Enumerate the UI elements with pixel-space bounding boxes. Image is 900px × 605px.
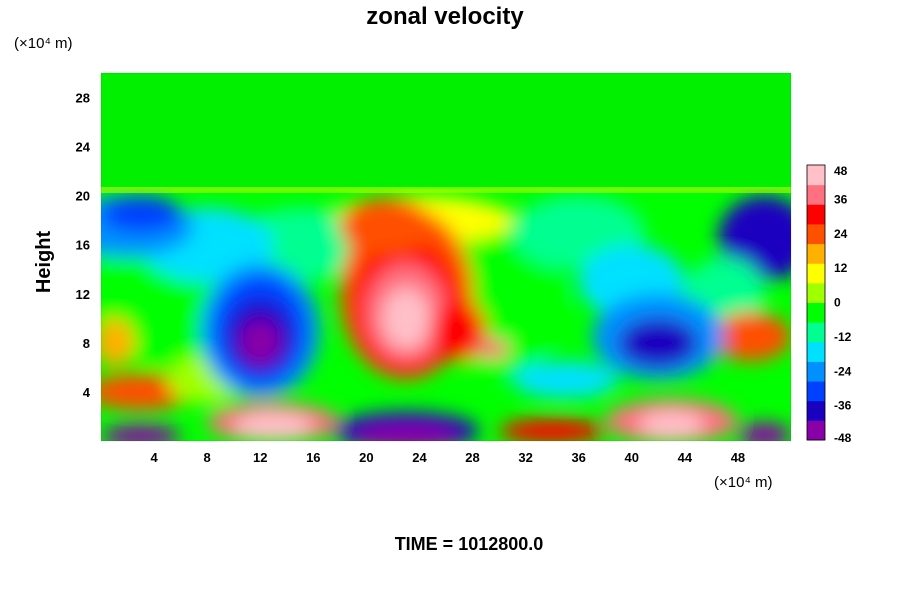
heat-region — [638, 410, 705, 440]
colorbar-tick-label: 24 — [834, 227, 848, 241]
x-tick-label: 44 — [678, 450, 693, 465]
x-axis-ticks: 4 8 12 16 20 24 28 32 36 40 44 48 — [150, 450, 745, 465]
x-unit-label: (×10⁴ m) — [714, 474, 773, 491]
upper-layer — [101, 73, 791, 189]
heat-region — [101, 318, 135, 368]
heat-region — [101, 425, 181, 441]
x-tick-label: 32 — [518, 450, 532, 465]
colorbar-swatch — [807, 400, 825, 421]
colorbar-swatch — [807, 184, 825, 205]
y-tick-label: 4 — [83, 385, 91, 400]
y-axis-ticks: 4 8 12 16 20 24 28 — [76, 91, 91, 400]
chart-title: zonal velocity — [366, 3, 524, 30]
heat-region — [737, 422, 791, 441]
colorbar-swatch — [807, 341, 825, 362]
colorbar-tick-label: 48 — [834, 164, 848, 178]
y-tick-label: 12 — [76, 287, 90, 302]
time-label: TIME = 1012800.0 — [395, 534, 544, 554]
x-tick-label: 4 — [150, 450, 158, 465]
heat-region — [101, 195, 181, 233]
heat-region — [512, 361, 619, 399]
y-axis-title: Height — [33, 231, 55, 294]
x-tick-label: 28 — [465, 450, 479, 465]
heat-region — [353, 425, 460, 441]
colorbar-swatch — [807, 263, 825, 284]
colorbar-tick-label: -24 — [834, 364, 852, 378]
heat-region — [499, 418, 606, 441]
colorbar-tick-label: 0 — [834, 296, 841, 310]
colorbar-swatch — [807, 223, 825, 245]
y-tick-label: 24 — [76, 140, 91, 155]
colorbar-swatch — [807, 243, 825, 264]
heat-region — [233, 207, 367, 282]
y-unit-label: (×10⁴ m) — [14, 35, 73, 52]
x-tick-label: 12 — [253, 450, 267, 465]
x-tick-label: 40 — [625, 450, 639, 465]
colorbar-tick-label: -12 — [834, 330, 852, 344]
heat-region — [432, 299, 486, 362]
colorbar-swatch — [807, 165, 825, 186]
upper-layer-edge — [101, 187, 791, 193]
y-tick-label: 16 — [76, 238, 90, 253]
colorbar-swatch — [807, 361, 825, 382]
colorbar-tick-label: 12 — [834, 261, 848, 275]
colorbar-swatch — [807, 302, 825, 323]
heat-region — [618, 318, 699, 368]
colorbar-swatch — [807, 204, 825, 225]
colorbar-swatch — [807, 381, 825, 402]
y-tick-label: 20 — [76, 189, 90, 204]
colorbar-swatch — [807, 420, 825, 441]
colorbar-tick-label: -48 — [834, 431, 852, 445]
y-tick-label: 28 — [76, 91, 90, 106]
colorbar-swatch — [807, 282, 825, 303]
x-tick-label: 16 — [306, 450, 320, 465]
colorbar: 48 36 24 12 0 -12 -24 -36 -48 — [806, 164, 852, 445]
heat-region — [339, 198, 433, 255]
heat-region — [240, 320, 281, 365]
colorbar-frame — [806, 164, 826, 441]
x-tick-label: 36 — [571, 450, 585, 465]
plot-frame — [100, 72, 792, 442]
heat-region — [475, 339, 510, 359]
heat-region — [711, 312, 791, 362]
colorbar-tick-label: 36 — [834, 192, 848, 206]
heat-region — [382, 287, 431, 350]
heat-region — [233, 411, 314, 441]
colorbar-tick-label: -36 — [834, 399, 852, 413]
x-tick-label: 48 — [731, 450, 745, 465]
y-tick-label: 8 — [83, 336, 90, 351]
colorbar-swatch — [807, 322, 825, 343]
x-tick-label: 20 — [359, 450, 373, 465]
x-tick-label: 8 — [204, 450, 211, 465]
x-tick-label: 24 — [412, 450, 427, 465]
heatmap-plot-area — [101, 73, 791, 441]
